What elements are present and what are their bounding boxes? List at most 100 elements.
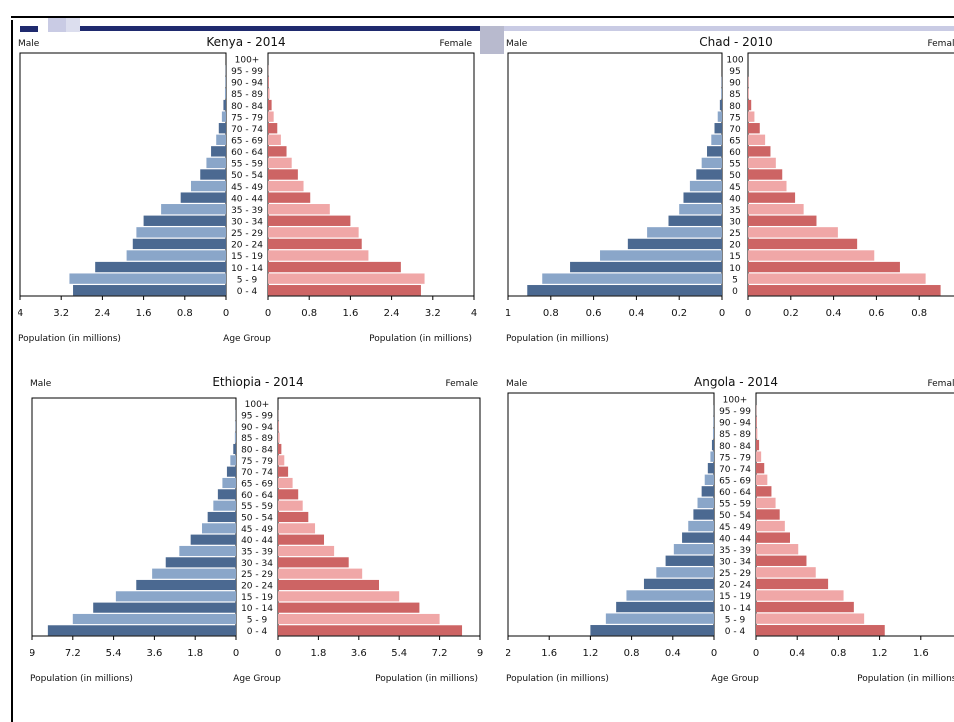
bar-female-55-59 bbox=[268, 157, 292, 169]
bar-female-40-44 bbox=[278, 534, 325, 545]
x-tick-label-left: 0 bbox=[719, 308, 725, 319]
bar-male-30-34 bbox=[143, 215, 226, 226]
bar-female-90-94 bbox=[756, 416, 757, 428]
age-group-label: 85 - 89 bbox=[231, 90, 263, 100]
bar-male-30-34 bbox=[665, 555, 714, 566]
bar-male-35-39 bbox=[161, 204, 226, 215]
age-group-label: 85 bbox=[729, 90, 740, 100]
bar-male-0-4 bbox=[590, 625, 714, 636]
bar-male-85-89 bbox=[234, 432, 236, 443]
bar-female-45-49 bbox=[268, 180, 304, 192]
bar-male-30 bbox=[668, 215, 722, 226]
x-axis-title-right: Population (in millions) bbox=[857, 674, 954, 684]
bar-female-75-79 bbox=[268, 111, 274, 122]
bar-male-35-39 bbox=[673, 544, 714, 555]
bar-male-35 bbox=[679, 204, 722, 215]
bar-female-25-29 bbox=[268, 227, 359, 238]
bar-female-60-64 bbox=[756, 486, 772, 497]
x-axis-title-center: Age Group bbox=[223, 334, 271, 344]
bar-male-40 bbox=[683, 192, 722, 203]
chart-title: Kenya - 2014 bbox=[206, 35, 285, 49]
bar-female-20-24 bbox=[268, 238, 362, 250]
bar-male-50-54 bbox=[693, 509, 714, 520]
bar-male-80 bbox=[719, 99, 722, 111]
bar-male-40-44 bbox=[682, 532, 714, 543]
bar-female-60-64 bbox=[268, 146, 287, 157]
age-group-label: 0 - 4 bbox=[237, 287, 258, 297]
bar-female-30-34 bbox=[756, 555, 807, 566]
age-group-label: 55 - 59 bbox=[719, 500, 751, 510]
age-group-label: 75 - 79 bbox=[719, 453, 751, 463]
age-group-label: 75 - 79 bbox=[241, 457, 273, 467]
x-axis-title-left: Population (in millions) bbox=[506, 674, 609, 684]
x-tick-label-right: 1.6 bbox=[342, 308, 358, 319]
bar-female-35 bbox=[748, 204, 804, 215]
bar-male-20-24 bbox=[132, 238, 226, 250]
title-bar-decoration bbox=[20, 16, 954, 54]
bar-male-15-19 bbox=[626, 590, 714, 601]
bar-female-55 bbox=[748, 157, 776, 169]
age-group-label: 95 - 99 bbox=[241, 412, 273, 422]
bar-female-0-4 bbox=[278, 625, 463, 636]
bar-male-20 bbox=[627, 238, 722, 250]
age-group-label: 65 - 69 bbox=[231, 136, 263, 146]
female-label: Female bbox=[927, 379, 954, 389]
age-group-label: 55 bbox=[729, 160, 740, 170]
bar-male-55-59 bbox=[206, 157, 226, 169]
bar-male-75-79 bbox=[221, 111, 226, 122]
age-group-label: 85 - 89 bbox=[241, 434, 273, 444]
age-group-label: 55 - 59 bbox=[231, 160, 263, 170]
age-group-label: 10 - 14 bbox=[231, 264, 263, 274]
x-tick-label-right: 0 bbox=[265, 308, 271, 319]
bar-male-90-94 bbox=[225, 76, 226, 88]
bar-female-5-9 bbox=[268, 273, 425, 284]
age-group-label: 40 - 44 bbox=[241, 536, 273, 546]
bar-male-65 bbox=[711, 134, 722, 145]
bar-female-90-94 bbox=[268, 76, 269, 88]
bar-male-65-69 bbox=[704, 474, 714, 485]
bar-female-35-39 bbox=[268, 204, 330, 215]
age-group-label: 80 - 84 bbox=[241, 446, 273, 456]
bar-male-35-39 bbox=[179, 545, 236, 557]
x-tick-label-left: 9 bbox=[30, 648, 35, 659]
bar-male-75-79 bbox=[230, 455, 236, 466]
bar-male-80-84 bbox=[223, 99, 226, 111]
x-tick-label-right: 2.4 bbox=[384, 308, 400, 319]
x-tick-label-left: 0.4 bbox=[665, 648, 681, 659]
bar-male-60-64 bbox=[701, 486, 714, 497]
bar-male-65-69 bbox=[216, 134, 226, 145]
age-group-label: 35 - 39 bbox=[231, 206, 263, 216]
x-tick-label-right: 0.4 bbox=[789, 648, 805, 659]
bar-male-45-49 bbox=[190, 180, 226, 192]
bar-female-20 bbox=[748, 238, 858, 250]
age-group-label: 0 - 4 bbox=[247, 627, 268, 637]
chart-title: Ethiopia - 2014 bbox=[212, 375, 303, 389]
x-tick-label-left: 0.8 bbox=[177, 308, 193, 319]
bar-female-80 bbox=[748, 99, 752, 111]
age-group-label: 10 bbox=[729, 264, 741, 274]
bar-male-5-9 bbox=[605, 613, 714, 624]
age-group-label: 5 bbox=[732, 275, 738, 285]
age-group-label: 70 - 74 bbox=[231, 125, 263, 135]
age-group-label: 40 - 44 bbox=[231, 194, 263, 204]
bar-male-85-89 bbox=[224, 88, 226, 99]
age-group-label: 60 - 64 bbox=[241, 491, 273, 501]
bar-female-65-69 bbox=[756, 474, 768, 485]
age-group-label: 35 bbox=[729, 206, 740, 216]
age-group-label: 50 - 54 bbox=[241, 514, 273, 524]
bar-female-20-24 bbox=[278, 579, 379, 591]
bar-female-15-19 bbox=[278, 591, 400, 602]
x-tick-label-left: 0.2 bbox=[671, 308, 687, 319]
age-group-label: 60 - 64 bbox=[231, 148, 263, 158]
bar-male-90-94 bbox=[713, 416, 714, 428]
age-group-label: 25 bbox=[729, 229, 740, 239]
bar-female-10-14 bbox=[278, 602, 420, 613]
deco-block-gray bbox=[480, 26, 504, 54]
x-tick-label-left: 2.4 bbox=[94, 308, 110, 319]
bar-female-55-59 bbox=[278, 500, 303, 511]
bar-female-55-59 bbox=[756, 497, 776, 509]
bar-male-0-4 bbox=[73, 285, 226, 296]
age-group-label: 45 - 49 bbox=[719, 523, 751, 533]
x-tick-label-left: 1.6 bbox=[136, 308, 152, 319]
x-tick-label-right: 1.6 bbox=[913, 648, 929, 659]
